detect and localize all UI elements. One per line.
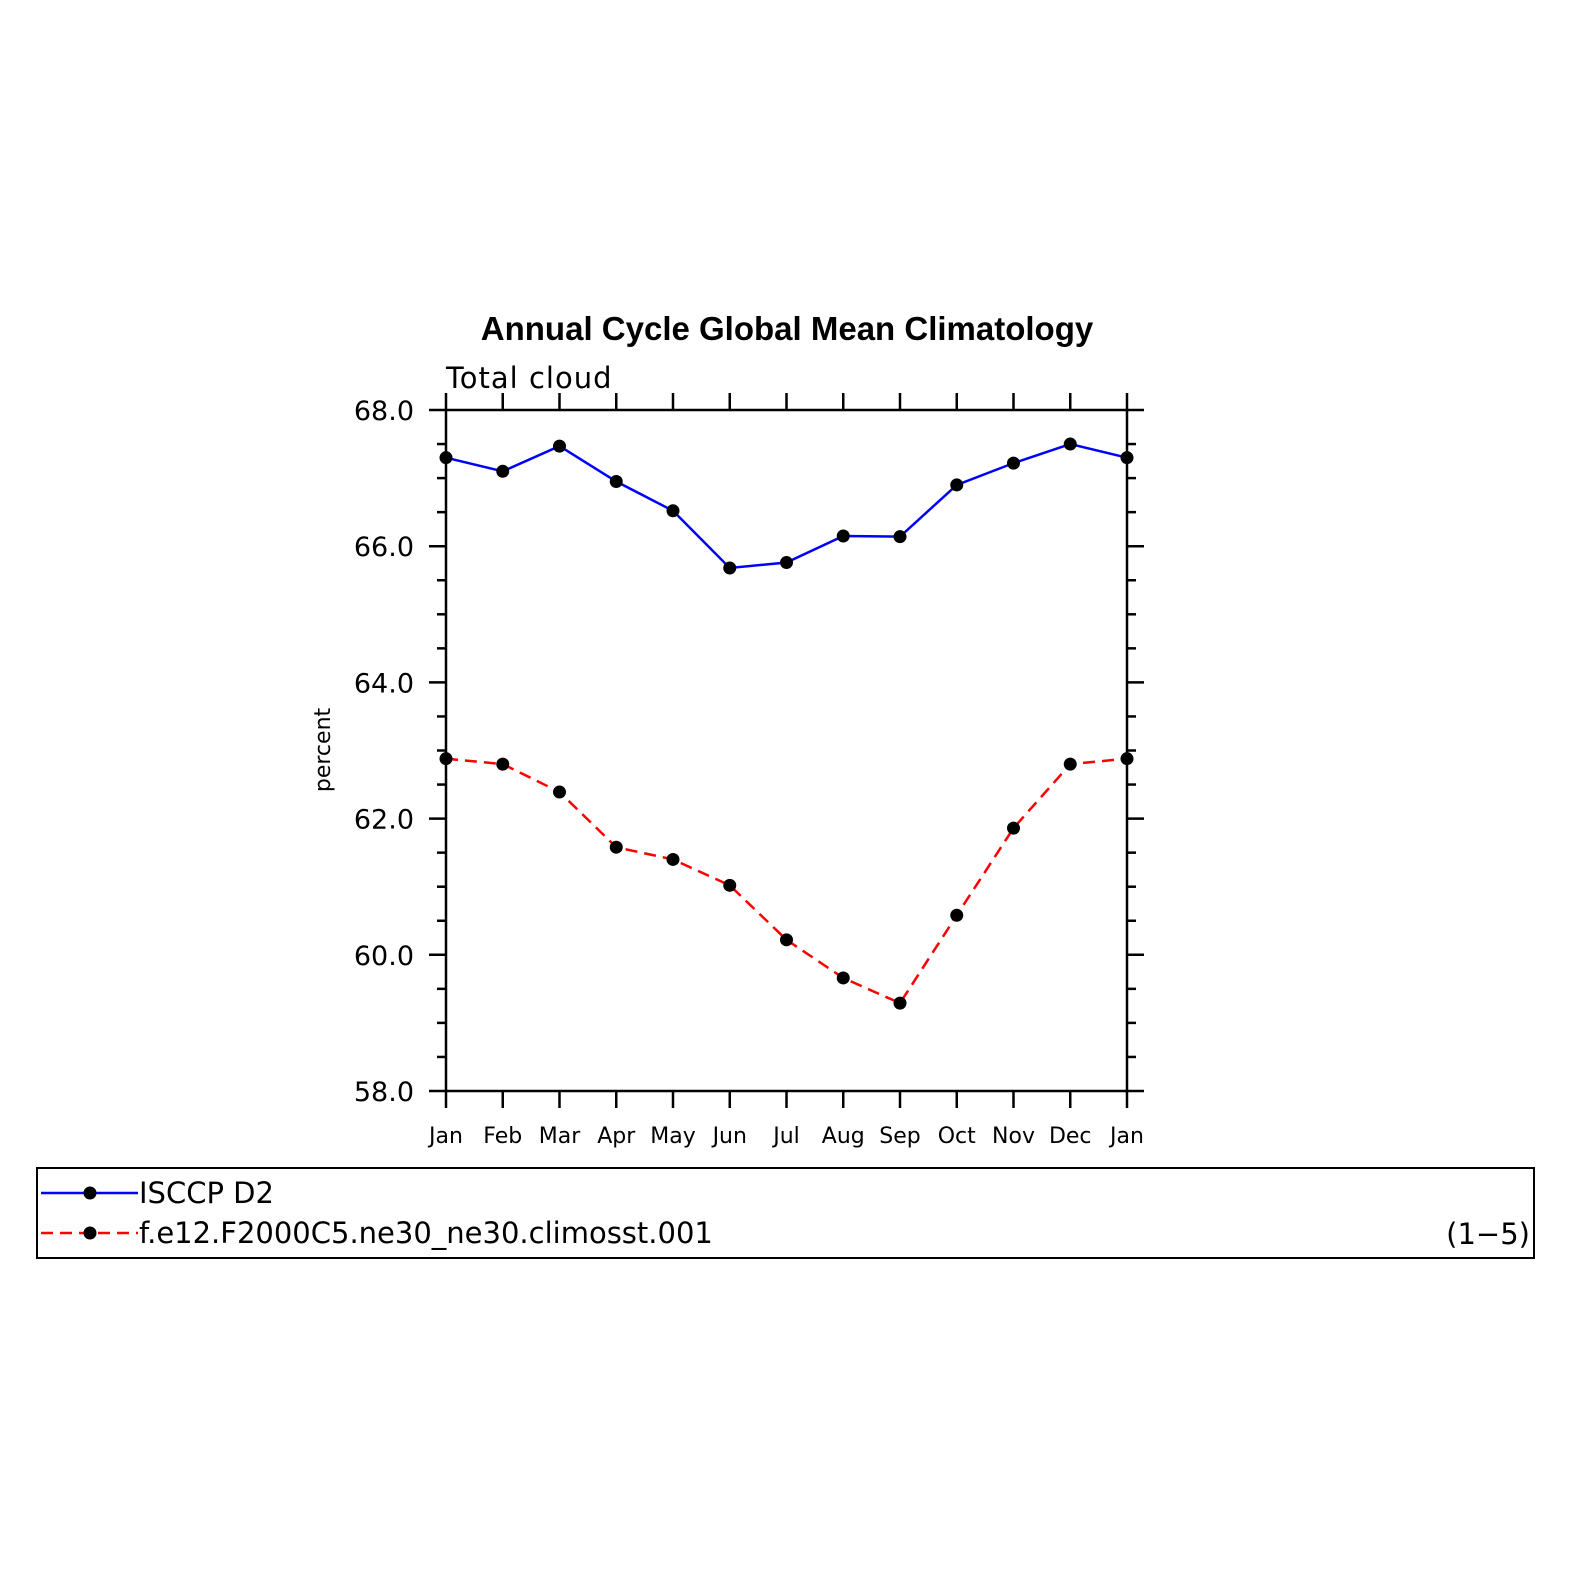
x-tick-label: Jan (427, 1124, 463, 1149)
data-point-s1 (1063, 437, 1077, 451)
x-tick-label: Mar (539, 1124, 581, 1149)
x-tick-label: Feb (483, 1124, 522, 1149)
data-point-s2 (950, 908, 964, 922)
data-point-s1 (836, 529, 850, 543)
data-point-s1 (496, 464, 510, 478)
series-line-2 (445, 757, 1128, 1005)
legend-label-2: f.e12.F2000C5.ne30_ne30.climosst.001 (139, 1216, 713, 1250)
y-tick-label: 60.0 (354, 941, 414, 972)
data-point-s1 (1120, 451, 1134, 465)
x-tick-label: Nov (992, 1124, 1035, 1149)
data-point-s1 (553, 439, 566, 453)
data-point-s1 (439, 451, 453, 465)
y-tick-label: 66.0 (354, 532, 414, 563)
data-point-s1 (950, 478, 964, 492)
y-axis-label: percent (311, 707, 336, 792)
y-tick-label: 58.0 (354, 1077, 414, 1108)
y-tick-label: 62.0 (354, 805, 414, 836)
data-point-s2 (1120, 752, 1134, 766)
data-point-s2 (1007, 821, 1020, 835)
legend-note: (1−5) (1446, 1217, 1530, 1251)
chart-title: Annual Cycle Global Mean Climatology (481, 310, 1094, 347)
legend-box (36, 1167, 1535, 1259)
data-point-s1 (893, 530, 907, 544)
x-tick-label: Dec (1049, 1124, 1092, 1149)
x-tick-label: Oct (938, 1124, 976, 1149)
data-point-s1 (723, 561, 737, 575)
data-point-s2 (723, 878, 737, 892)
legend-marker-1 (83, 1186, 97, 1200)
axes: Jan Feb Mar Apr May Jun Jul Aug Sep Oct Nov Dec Jan 5… (354, 393, 1144, 1149)
x-tick-label: Sep (879, 1124, 920, 1149)
x-tick-label: Jun (711, 1124, 747, 1149)
chart-subtitle: Total cloud (445, 361, 612, 395)
data-point-s2 (496, 757, 510, 771)
y-tick-label: 64.0 (354, 668, 414, 699)
x-tick-label: Apr (597, 1124, 636, 1149)
data-point-s2 (893, 996, 907, 1010)
plot-frame (444, 408, 1129, 1093)
data-point-s2 (666, 852, 680, 866)
data-point-s2 (439, 752, 453, 766)
x-tick-label: Aug (822, 1124, 865, 1149)
legend: ISCCP D2 f.e12.F2000C5.ne30_ne30.climosst… (41, 1176, 713, 1250)
x-tick-label: Jan (1108, 1124, 1144, 1149)
data-point-s2 (1063, 757, 1077, 771)
data-point-s2 (553, 785, 566, 799)
data-point-s1 (780, 556, 793, 570)
series-line-1 (445, 442, 1128, 570)
data-point-s1 (609, 475, 623, 489)
legend-label-1: ISCCP D2 (139, 1176, 274, 1210)
data-point-s1 (1007, 456, 1020, 470)
y-tick-label: 68.0 (354, 396, 414, 427)
legend-marker-2 (83, 1226, 97, 1240)
x-tick-label: May (650, 1124, 695, 1149)
data-point-s2 (609, 840, 623, 854)
series-layer (439, 437, 1134, 1010)
data-point-s2 (836, 971, 850, 985)
x-tick-label: Jul (771, 1124, 800, 1149)
data-point-s2 (780, 933, 793, 947)
data-point-s1 (666, 504, 680, 518)
